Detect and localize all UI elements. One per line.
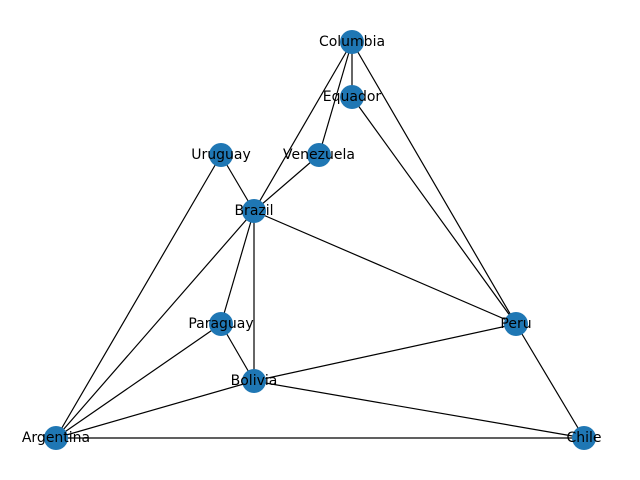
edge-columbia-peru — [351, 41, 517, 325]
edge-bolivia-peru — [253, 323, 517, 382]
node-paraguay — [209, 312, 233, 336]
node-label-columbia: Columbia — [319, 34, 385, 50]
edge-bolivia-argentina — [55, 380, 255, 439]
node-bolivia — [242, 369, 266, 393]
edge-bolivia-chile — [253, 380, 585, 439]
node-label-equador: Equador — [323, 89, 382, 105]
node-label-bolivia: Bolivia — [231, 373, 278, 389]
node-brazil — [242, 199, 266, 223]
edge-columbia-venezuela — [318, 41, 353, 156]
node-label-chile: Chile — [566, 430, 601, 446]
node-peru — [504, 312, 528, 336]
nodes-layer — [44, 30, 596, 450]
edges-layer — [55, 41, 585, 439]
node-venezuela — [307, 143, 331, 167]
node-label-brazil: Brazil — [234, 203, 273, 219]
node-label-uruguay: Uruguay — [191, 147, 251, 163]
edge-brazil-peru — [253, 210, 517, 325]
node-chile — [572, 426, 596, 450]
edge-paraguay-argentina — [55, 323, 222, 439]
node-equador — [340, 85, 364, 109]
node-label-peru: Peru — [500, 316, 531, 332]
edge-brazil-paraguay — [220, 210, 255, 325]
edge-venezuela-brazil — [253, 154, 320, 212]
node-columbia — [340, 30, 364, 54]
edge-columbia-brazil — [253, 41, 353, 212]
node-label-paraguay: Paraguay — [188, 316, 253, 332]
node-uruguay — [209, 143, 233, 167]
edge-equador-peru — [351, 96, 517, 325]
edge-uruguay-argentina — [55, 154, 222, 439]
edge-peru-chile — [515, 323, 585, 439]
labels-layer: Columbia Equador Uruguay Venezuela Brazil Par… — [22, 34, 602, 446]
node-label-argentina: Argentina — [22, 430, 90, 446]
edge-brazil-argentina — [55, 210, 255, 439]
node-argentina — [44, 426, 68, 450]
node-label-venezuela: Venezuela — [283, 147, 355, 163]
